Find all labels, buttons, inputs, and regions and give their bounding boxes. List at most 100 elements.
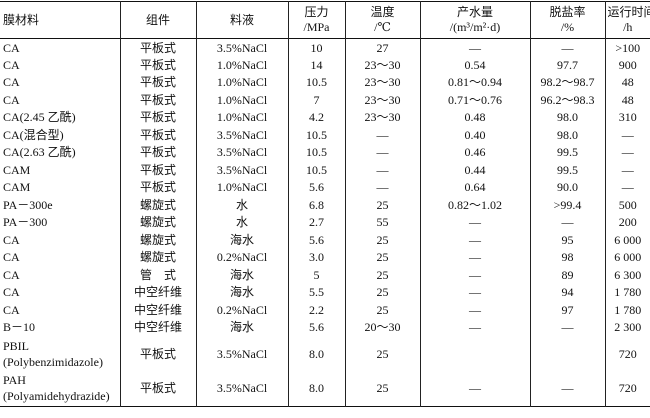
table-row: CA(2.63 乙酰) 平板式 3.5%NaCl 10.5—0.46 99.5—: [0, 143, 650, 161]
cell-line: CA: [3, 232, 20, 247]
table-cell: 10: [287, 38, 345, 56]
table-cell: 25: [344, 266, 420, 284]
table-cell: 8.0: [287, 371, 345, 406]
table-cell: —: [419, 371, 530, 406]
cell-line: CA: [3, 302, 20, 317]
table-cell: 平板式: [119, 56, 196, 74]
table-cell: 0.82～1.02: [419, 196, 530, 214]
cell-line: /℃: [374, 20, 391, 34]
table-cell: —: [419, 213, 530, 231]
table-row: B－10 中空纤维 海水 5.6 20～30— —2 300: [0, 318, 650, 336]
table-cell: 3.5%NaCl: [195, 38, 288, 56]
cell-line: CA: [3, 75, 20, 90]
table-cell: PBIL (Polybenzimidazole): [0, 336, 120, 371]
cell-line: (Polyamidehydrazide): [3, 389, 110, 404]
table-cell: CA: [0, 249, 120, 267]
table-cell: 98.0: [529, 126, 605, 144]
table-cell: 5.6: [287, 178, 345, 196]
table-cell: —: [529, 318, 605, 336]
cell-line: CA: [3, 250, 20, 265]
table-cell: —: [604, 143, 650, 161]
table-cell: 管 式: [119, 266, 196, 284]
table-cell: 99.5: [529, 143, 605, 161]
table-cell: 8.0: [287, 336, 345, 371]
table-cell: 平板式: [119, 108, 196, 126]
table-cell: 20～30: [344, 318, 420, 336]
table-cell: 96.2～98.3: [529, 91, 605, 109]
table-cell: CA(混合型): [0, 126, 120, 144]
table-cell: 6 000: [604, 248, 650, 266]
table-cell: PAH (Polyamidehydrazide): [0, 371, 120, 406]
cell-line: CA(2.63 乙酰): [3, 145, 76, 160]
table-cell: 平板式: [119, 126, 196, 144]
table-cell: CA: [0, 91, 120, 109]
table-cell: CA: [0, 231, 120, 249]
table-cell: 55: [344, 213, 420, 231]
table-cell: CA: [0, 74, 120, 92]
table-cell: 平板式: [119, 336, 196, 371]
table-cell: 900: [604, 56, 650, 74]
table-cell: 5: [287, 266, 345, 284]
table-cell: 中空纤维: [119, 301, 196, 319]
table-cell: 螺旋式: [119, 231, 196, 249]
table-cell: 720: [604, 371, 650, 406]
cell-line: /%: [560, 20, 575, 34]
table-cell: 10.5: [287, 161, 345, 179]
table-cell: 1.0%NaCl: [195, 178, 288, 196]
table-cell: 98: [529, 248, 605, 266]
table-cell: 2.7: [287, 213, 345, 231]
table-cell: 25: [344, 371, 420, 406]
table-cell: 中空纤维: [119, 318, 196, 336]
table-cell: 720: [604, 336, 650, 371]
table-cell: [529, 336, 605, 371]
table-cell: 平板式: [119, 38, 196, 56]
table-cell: 97: [529, 301, 605, 319]
table-row: PA－300 螺旋式水 2.7 55— —200: [0, 213, 650, 232]
table-cell: 5.6: [287, 318, 345, 336]
table-cell: 平板式: [119, 178, 196, 196]
cell-line: CA(混合型): [3, 127, 64, 142]
cell-line: CA: [3, 40, 20, 55]
table-cell: 25: [344, 248, 420, 266]
table-cell: 1.0%NaCl: [195, 73, 288, 91]
table-row: PBIL (Polybenzimidazole) 平板式 3.5%NaCl 8.0 25 7…: [0, 336, 650, 371]
table-cell: 水: [195, 196, 288, 214]
table-cell: —: [419, 38, 530, 56]
table-cell: 1.0%NaCl: [195, 56, 288, 74]
cell-line: 温度: [370, 5, 395, 19]
table-cell: 0.81～0.94: [419, 73, 530, 91]
table-row: CA 管 式海水 5 25—89 6 300: [0, 266, 650, 284]
table-cell: 25: [344, 336, 420, 371]
table-cell: 95: [529, 231, 605, 249]
table-row: PA－300e 螺旋式水 6.8 25 0.82～1.02 >99.4 500: [0, 196, 650, 214]
table-cell: 310: [604, 108, 650, 126]
table-cell: 27: [344, 38, 420, 56]
table-cell: —: [419, 248, 530, 266]
table-cell: —: [529, 213, 605, 231]
cell-line: /h: [623, 20, 633, 34]
cell-line: CA: [3, 92, 20, 107]
table-cell: 25: [344, 283, 420, 301]
table-cell: [419, 336, 530, 371]
cell-line: 膜材料: [3, 12, 40, 27]
table-cell: 平板式: [119, 73, 196, 91]
table-cell: 1.0%NaCl: [195, 108, 288, 126]
table-cell: 0.54: [419, 56, 530, 74]
table-row: CA 螺旋式 0.2%NaCl 3.0 25—98 6 000: [0, 248, 650, 267]
table-row: CA 中空纤维 海水 5.5 25—94 1 780: [0, 283, 650, 301]
header-row: 膜材料组件料液压力/MPa温度/℃产水量/(m³/m²·d)脱盐率/%运行时间/…: [0, 1, 650, 39]
table-cell: 0.48: [419, 108, 530, 126]
table-cell: 98.2～98.7: [529, 73, 605, 91]
table-cell: >100: [604, 38, 650, 56]
table-cell: PA－300: [0, 214, 120, 232]
table-cell: 螺旋式: [119, 213, 196, 231]
table-cell: 500: [604, 196, 650, 214]
table-cell: —: [419, 231, 530, 249]
table-cell: 99.5: [529, 161, 605, 179]
table-cell: 25: [344, 301, 420, 319]
table-cell: 0.71～0.76: [419, 91, 530, 109]
table-cell: —: [529, 38, 605, 56]
cell-line: PBIL: [3, 338, 30, 353]
table-cell: 海水: [195, 318, 288, 336]
table-cell: 3.5%NaCl: [195, 126, 288, 144]
